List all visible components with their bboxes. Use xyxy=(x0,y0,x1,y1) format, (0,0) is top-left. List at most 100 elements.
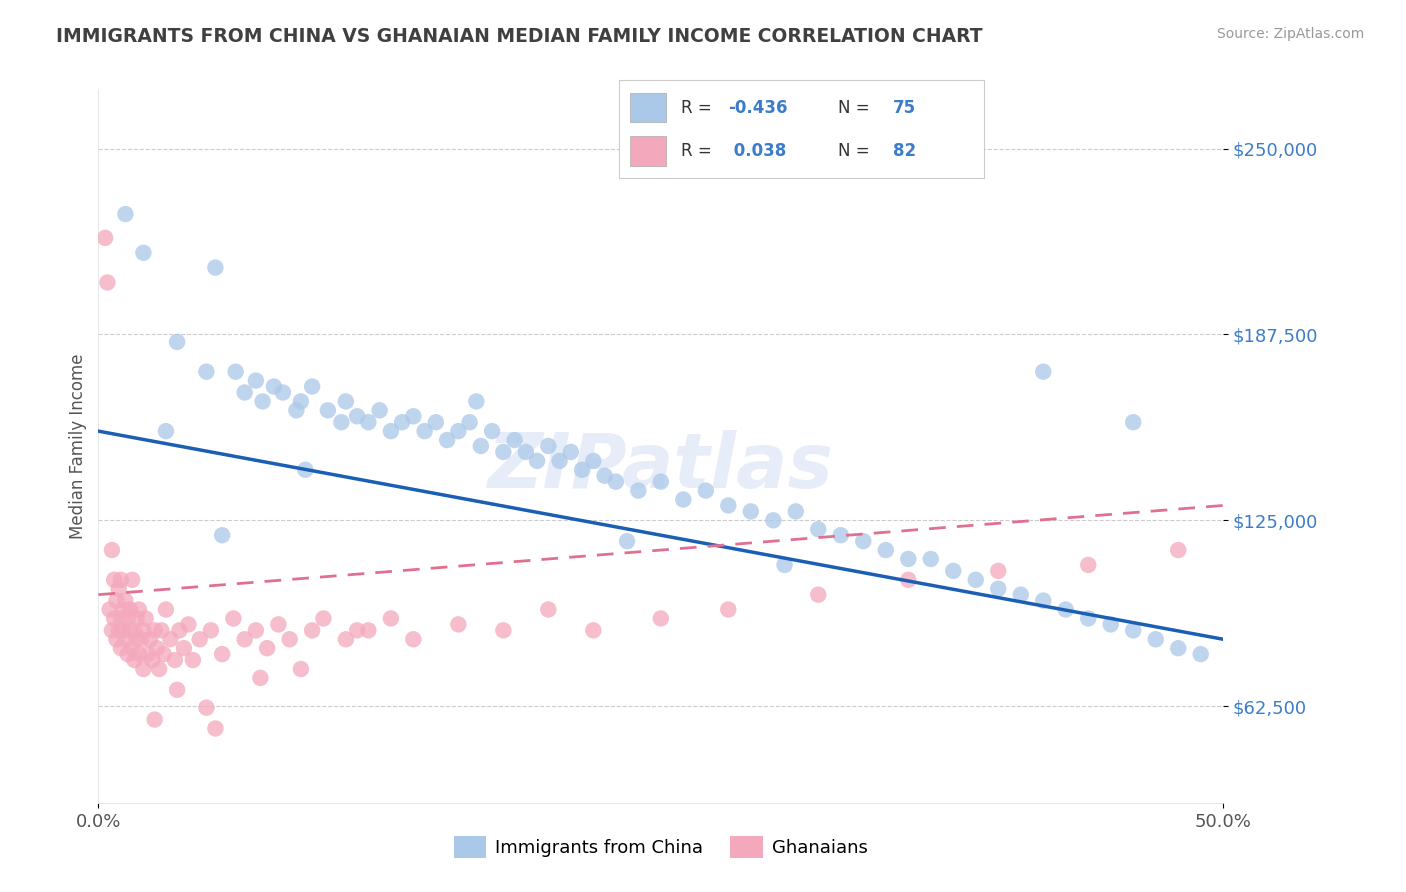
Text: ZIPatlas: ZIPatlas xyxy=(488,431,834,504)
Point xyxy=(114,593,136,607)
Point xyxy=(537,602,560,616)
Point xyxy=(110,611,132,625)
Point xyxy=(942,564,965,578)
Point xyxy=(593,468,616,483)
Point xyxy=(413,424,436,438)
Text: R =: R = xyxy=(681,99,711,117)
Point xyxy=(1189,647,1212,661)
Point xyxy=(101,543,124,558)
Point xyxy=(515,445,537,459)
Point xyxy=(1144,632,1167,647)
Point xyxy=(233,385,256,400)
Point xyxy=(1167,641,1189,656)
Point xyxy=(117,611,139,625)
Point xyxy=(177,617,200,632)
Point xyxy=(117,647,139,661)
Point xyxy=(121,573,143,587)
Point xyxy=(143,624,166,638)
Point xyxy=(425,415,447,429)
Point xyxy=(249,671,271,685)
Bar xyxy=(630,93,666,122)
Point xyxy=(560,445,582,459)
Point xyxy=(271,385,294,400)
Point xyxy=(124,653,146,667)
Point xyxy=(357,624,380,638)
Point xyxy=(245,624,267,638)
Point xyxy=(128,647,150,661)
Point xyxy=(447,424,470,438)
Point xyxy=(571,463,593,477)
Point xyxy=(204,722,226,736)
Point xyxy=(1010,588,1032,602)
Bar xyxy=(630,136,666,166)
Point xyxy=(110,641,132,656)
Text: R =: R = xyxy=(681,142,711,160)
Point xyxy=(211,528,233,542)
Point xyxy=(211,647,233,661)
Point xyxy=(402,409,425,424)
Point xyxy=(141,653,163,667)
Point xyxy=(112,624,135,638)
Point xyxy=(582,624,605,638)
Point xyxy=(135,611,157,625)
Point xyxy=(897,552,920,566)
Point xyxy=(105,593,128,607)
Point xyxy=(285,403,308,417)
Point xyxy=(245,374,267,388)
Text: 75: 75 xyxy=(893,99,915,117)
Point xyxy=(200,624,222,638)
Point xyxy=(465,394,488,409)
Point xyxy=(290,394,312,409)
Point xyxy=(537,439,560,453)
Point xyxy=(650,475,672,489)
Point xyxy=(481,424,503,438)
Point xyxy=(965,573,987,587)
Point xyxy=(294,463,316,477)
Point xyxy=(103,573,125,587)
Point xyxy=(1167,543,1189,558)
Point xyxy=(380,611,402,625)
Point xyxy=(987,564,1010,578)
Point xyxy=(132,624,155,638)
Point xyxy=(582,454,605,468)
Point xyxy=(335,632,357,647)
Point xyxy=(96,276,118,290)
Point xyxy=(195,700,218,714)
Point xyxy=(695,483,717,498)
Point xyxy=(188,632,211,647)
Point xyxy=(290,662,312,676)
Point xyxy=(301,379,323,393)
Point xyxy=(526,454,548,468)
Text: IMMIGRANTS FROM CHINA VS GHANAIAN MEDIAN FAMILY INCOME CORRELATION CHART: IMMIGRANTS FROM CHINA VS GHANAIAN MEDIAN… xyxy=(56,27,983,45)
Point xyxy=(740,504,762,518)
Point xyxy=(762,513,785,527)
Point xyxy=(1122,624,1144,638)
Point xyxy=(830,528,852,542)
Point xyxy=(112,602,135,616)
Point xyxy=(492,445,515,459)
Point xyxy=(357,415,380,429)
Point xyxy=(110,573,132,587)
Point xyxy=(316,403,339,417)
Point xyxy=(139,632,162,647)
Point xyxy=(155,602,177,616)
Point xyxy=(105,632,128,647)
Point xyxy=(263,379,285,393)
Point xyxy=(195,365,218,379)
Point xyxy=(717,499,740,513)
Point xyxy=(118,602,141,616)
Point xyxy=(103,611,125,625)
Point xyxy=(101,624,124,638)
Point xyxy=(312,611,335,625)
Point xyxy=(301,624,323,638)
Point xyxy=(267,617,290,632)
Text: 0.038: 0.038 xyxy=(728,142,786,160)
Point xyxy=(204,260,226,275)
Point xyxy=(128,602,150,616)
Point xyxy=(897,573,920,587)
Text: 82: 82 xyxy=(893,142,915,160)
Point xyxy=(391,415,413,429)
Point xyxy=(672,492,695,507)
Point xyxy=(402,632,425,647)
Point xyxy=(548,454,571,468)
